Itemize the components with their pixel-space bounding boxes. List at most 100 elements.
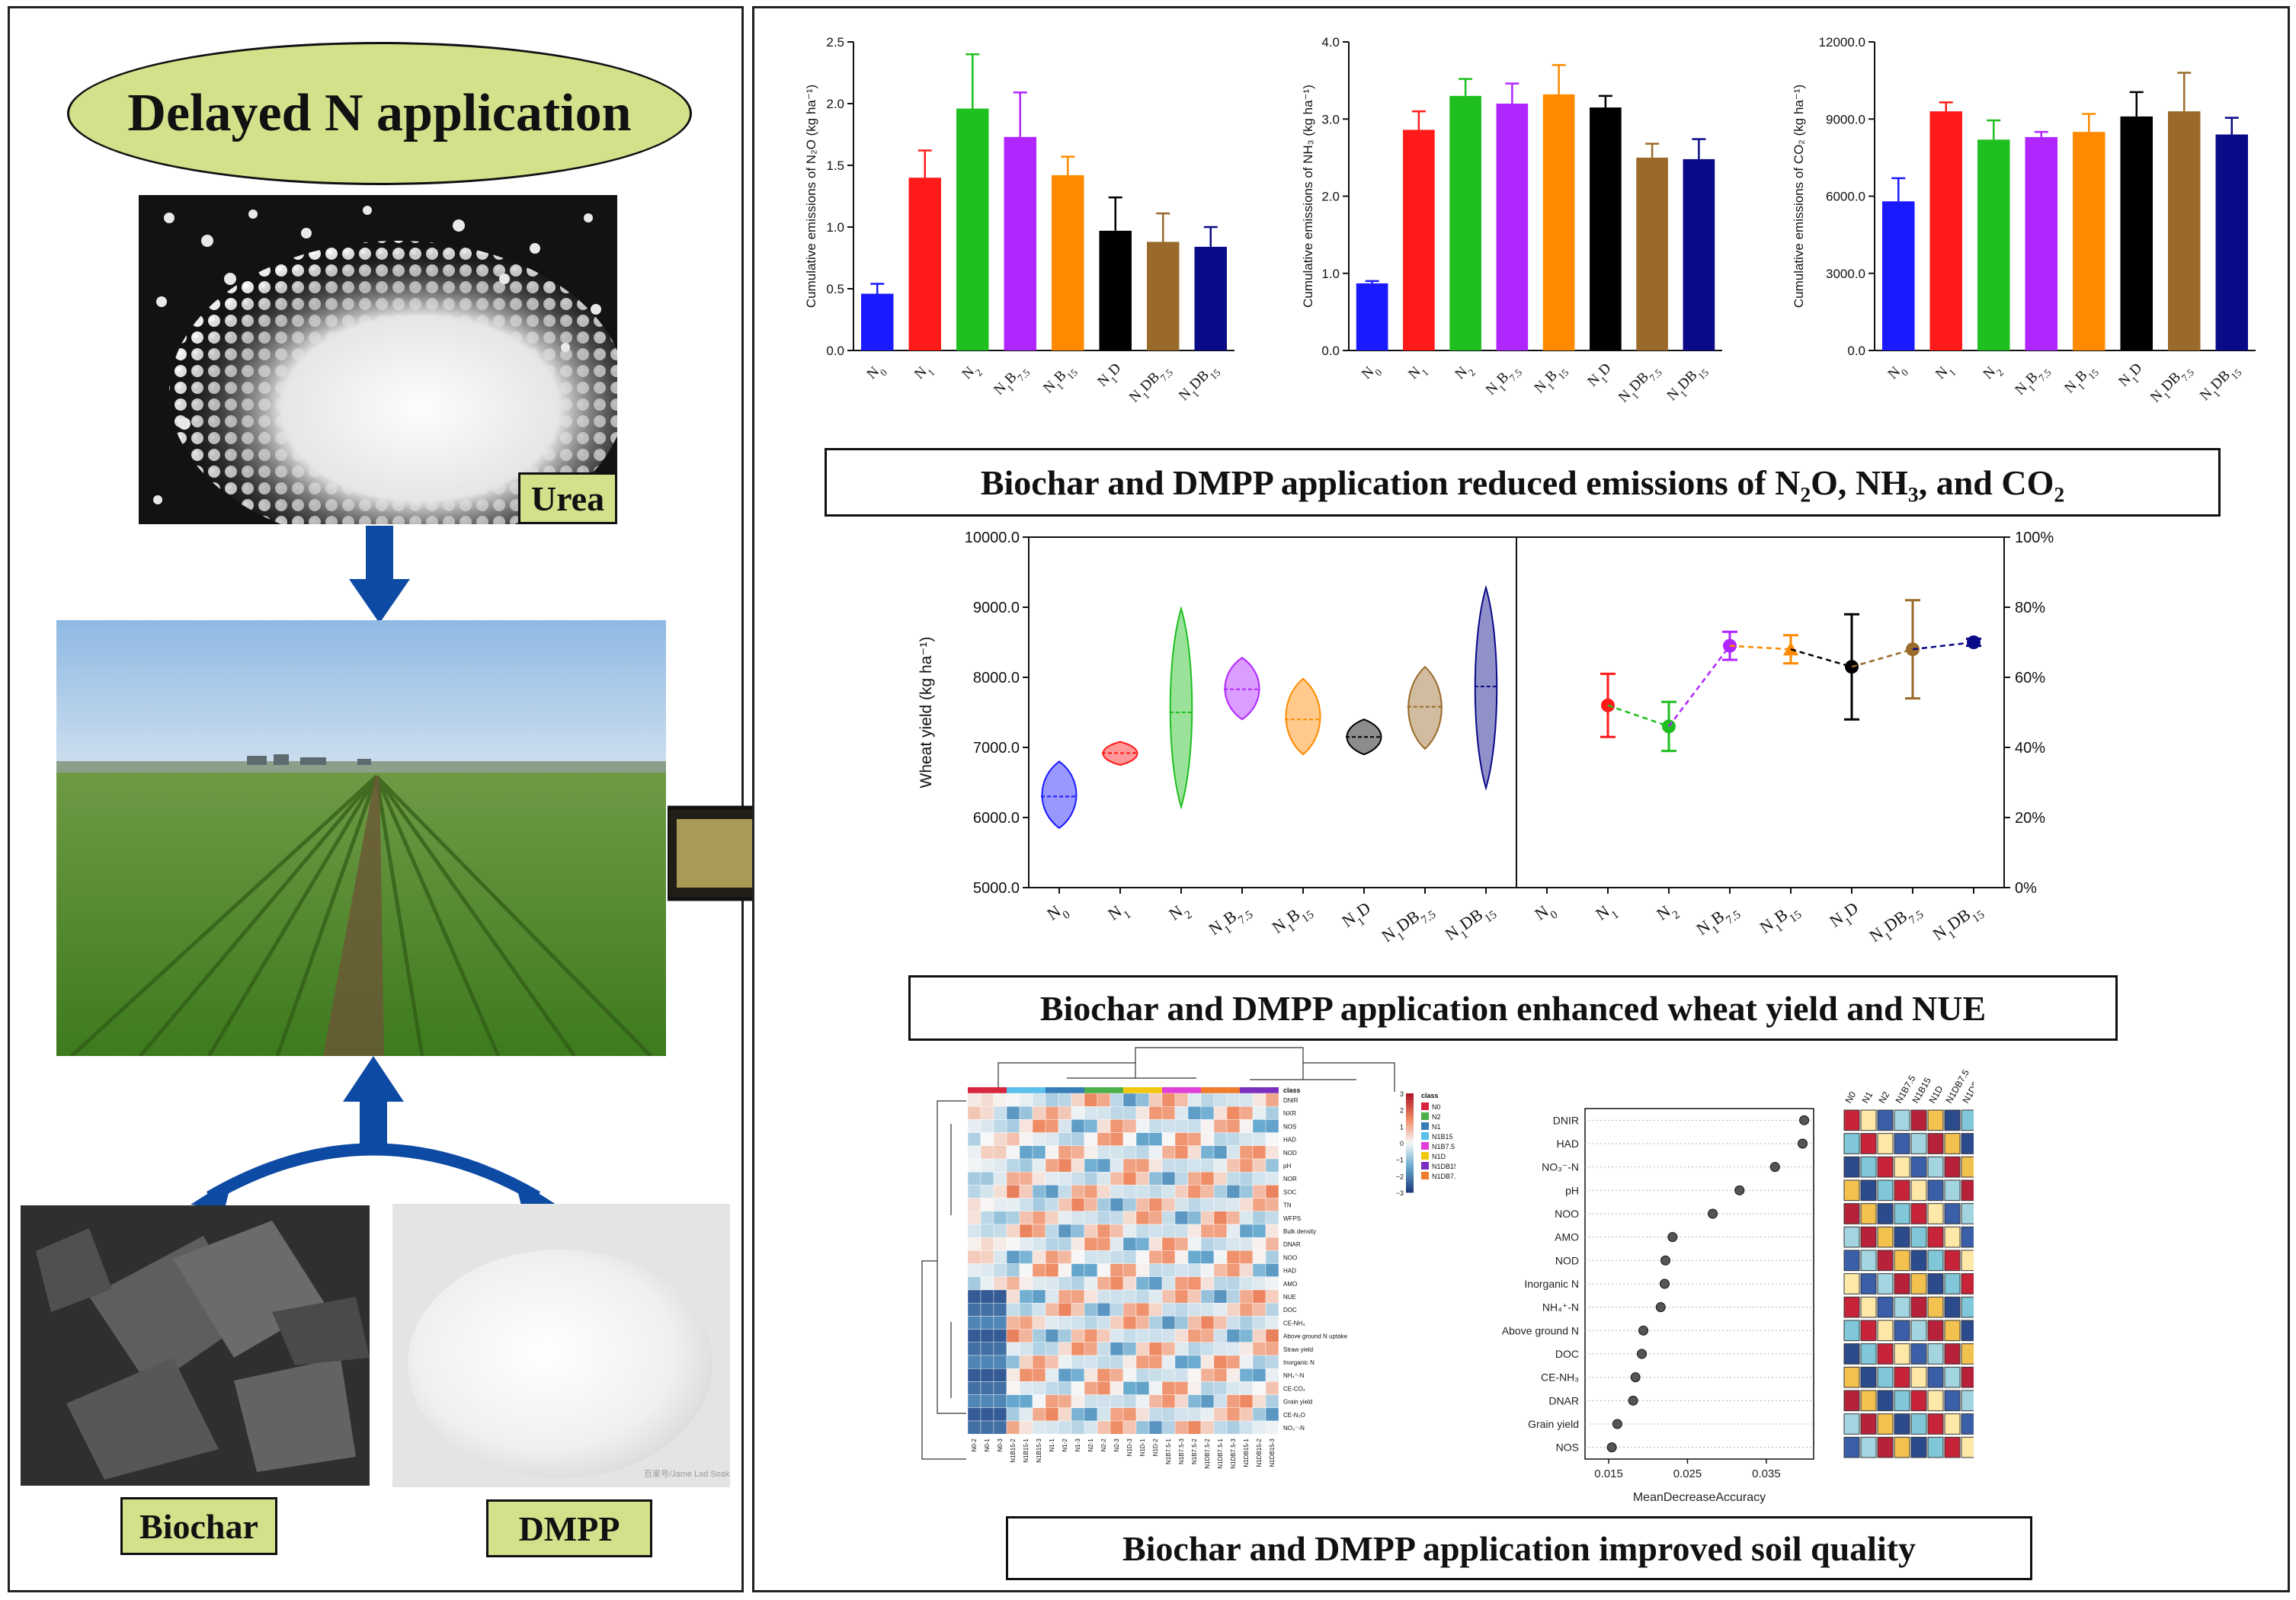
heatmap-cell (980, 1171, 994, 1186)
heatmap-cell (1097, 1303, 1111, 1317)
bar-N2 (1449, 95, 1481, 350)
heatmap-cell (993, 1355, 1007, 1369)
x-tick-label: N1B7.5 (1483, 360, 1524, 401)
heatmap-cell (1058, 1420, 1072, 1435)
matrix-cell (1927, 1320, 1944, 1342)
matrix-cell (1860, 1133, 1877, 1154)
heatmap-cell (1187, 1289, 1202, 1304)
matrix-cell (1944, 1109, 1961, 1131)
heatmap-cell (1239, 1145, 1254, 1160)
heatmap-cell (1032, 1106, 1046, 1120)
heatmap-cell (1174, 1394, 1189, 1409)
class-bar-cell (968, 1087, 981, 1093)
heatmap-cell (1110, 1289, 1124, 1304)
heatmap-cell (1006, 1145, 1020, 1160)
heatmap-cell (967, 1119, 981, 1133)
heatmap-cell (1019, 1276, 1033, 1291)
x-tick-label: 0.015 (1594, 1467, 1623, 1480)
matrix-cell (1910, 1133, 1927, 1154)
matrix-cell (1894, 1179, 1910, 1202)
nue-connector (1851, 648, 1913, 668)
heatmap-cell (1135, 1119, 1150, 1133)
scale-tick: 2 (1400, 1107, 1404, 1115)
matrix-cell (1944, 1343, 1961, 1365)
heatmap-cell (1110, 1119, 1124, 1133)
matrix-cell (1927, 1250, 1944, 1272)
heatmap-cell (967, 1329, 981, 1343)
heatmap-cell (967, 1224, 981, 1238)
heatmap-cell (1265, 1420, 1279, 1435)
heatmap-cell (980, 1355, 994, 1369)
heatmap-cell (1019, 1289, 1033, 1304)
heatmap-cell (1239, 1355, 1254, 1369)
heatmap-cell (1174, 1250, 1189, 1264)
heatmap-cell (1252, 1198, 1266, 1212)
heatmap-cell (1174, 1289, 1189, 1304)
heatmap-cell (1148, 1276, 1163, 1291)
x-tick-label: N1B15 (1532, 360, 1571, 399)
nue-point-N1DB7.5 (1906, 642, 1920, 657)
heatmap-cell (1252, 1355, 1266, 1369)
heatmap-cell (1006, 1093, 1020, 1107)
bar-N2 (1977, 139, 2010, 350)
matrix-cell (1860, 1320, 1877, 1342)
matrix-cell (1961, 1273, 1974, 1294)
heatmap-cell (980, 1276, 994, 1291)
violin-N0 (1041, 760, 1078, 830)
heatmap-cell (1239, 1185, 1254, 1198)
heatmap-cell (1187, 1158, 1202, 1173)
dot-label: NOO (1555, 1208, 1579, 1220)
heatmap-cell (1071, 1381, 1085, 1395)
heatmap-cell (1006, 1171, 1020, 1186)
bar-N1B7.5 (1004, 136, 1036, 351)
heatmap-cell (980, 1211, 994, 1225)
heatmap-cell (1200, 1237, 1215, 1251)
heatmap-col-label: N2-2 (1100, 1438, 1107, 1452)
bar-N0 (1882, 201, 1915, 350)
dot-5 (1667, 1232, 1678, 1243)
heatmap-row-label: Inorganic N (1283, 1359, 1315, 1366)
heatmap-cell (1226, 1250, 1241, 1264)
heatmap-cell (1161, 1198, 1176, 1212)
heatmap-cell (1032, 1276, 1046, 1291)
caption-emissions-text: Biochar and DMPP application reduced emi… (980, 462, 2065, 502)
heatmap-cell (1084, 1145, 1098, 1160)
nue-point-N1D (1845, 660, 1859, 674)
heatmap-cell (980, 1263, 994, 1278)
x-tick-label: N1 (1933, 360, 1958, 386)
heatmap-cell (1226, 1394, 1241, 1409)
heatmap-cell (1058, 1171, 1072, 1186)
heatmap-row-label: CE-CO₂ (1283, 1385, 1305, 1392)
dot-label: AMO (1555, 1231, 1579, 1243)
matrix-cell (1894, 1343, 1910, 1365)
heatmap-cell (1045, 1093, 1059, 1107)
heatmap-cell (1200, 1420, 1215, 1435)
heatmap-cell (1071, 1303, 1085, 1317)
heatmap-cell (1084, 1119, 1098, 1133)
heatmap-row-label: NOO (1283, 1254, 1297, 1261)
heatmap-cell (967, 1316, 981, 1330)
heatmap-cell (1239, 1276, 1254, 1291)
heatmap-cell (1032, 1381, 1046, 1395)
heatmap-cell (1135, 1237, 1150, 1251)
y-tick-label: 10000.0 (965, 530, 1020, 546)
scale-segment (1406, 1143, 1414, 1147)
heatmap-cell (1252, 1381, 1266, 1395)
heatmap-cell (1200, 1276, 1215, 1291)
heatmap-cell (1110, 1381, 1124, 1395)
heatmap-cell (1252, 1185, 1266, 1198)
heatmap-cell (1084, 1211, 1098, 1225)
bar-N0 (861, 293, 894, 350)
matrix-cell (1843, 1343, 1860, 1365)
heatmap-cell (1135, 1250, 1150, 1264)
x-tick-label: N0 (1885, 360, 1910, 385)
x-tick-label: N1D (2115, 360, 2148, 393)
yield-nue-chart: 5000.0 6000.0 7000.0 8000.0 9000.0 10000.0 0% 2… (917, 530, 2054, 946)
nue-point-N2 (1662, 719, 1676, 734)
matrix-cell (1961, 1133, 1974, 1154)
heatmap-cell (1071, 1316, 1085, 1330)
heatmap-cell (1122, 1368, 1137, 1382)
heatmap-cell (980, 1329, 994, 1343)
heatmap-cell (967, 1276, 981, 1291)
heatmap-cell (1019, 1185, 1033, 1198)
